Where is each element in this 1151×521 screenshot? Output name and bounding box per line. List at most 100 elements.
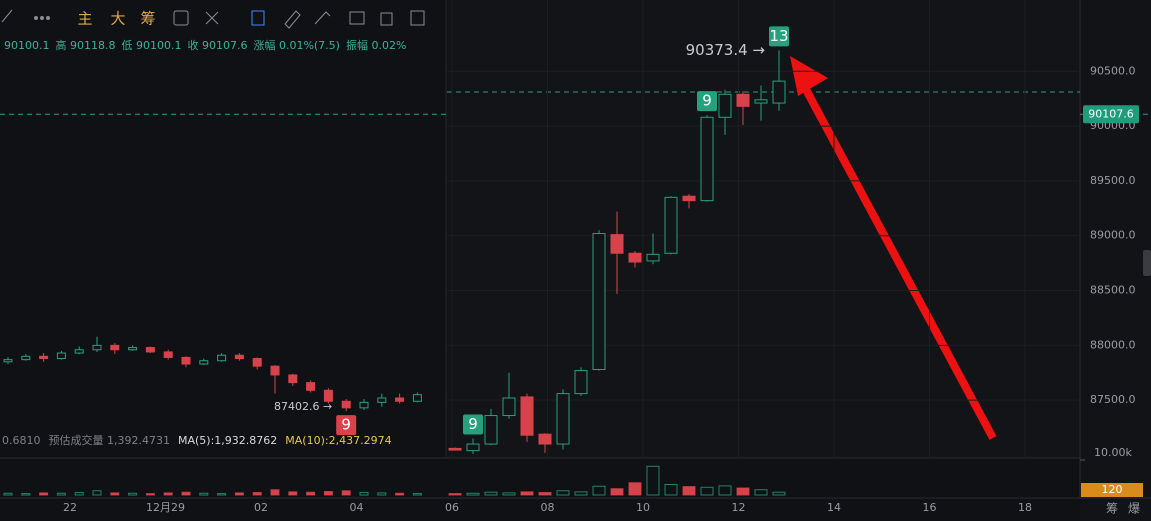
candle-body — [21, 355, 31, 361]
candle-body — [199, 360, 209, 365]
x-tick-label: 22 — [63, 501, 77, 514]
volume-bar — [772, 491, 786, 496]
volume-bar — [610, 488, 624, 496]
icon[interactable] — [1, 9, 13, 23]
current-volume-box — [1081, 483, 1143, 497]
x-tick-label: 14 — [827, 501, 841, 514]
candle-body — [520, 396, 534, 436]
candle-body — [718, 93, 732, 118]
candle-body — [163, 351, 173, 358]
icon[interactable] — [205, 11, 219, 25]
toolbar-button[interactable]: 筹 — [140, 10, 155, 28]
volume-bar — [234, 492, 244, 496]
candle-body — [700, 116, 714, 202]
volume-bar — [3, 492, 13, 496]
td-marker-label: 9 — [468, 415, 478, 433]
volume-bar — [448, 493, 462, 496]
td-marker-label: 13 — [769, 27, 788, 45]
candle-body — [3, 359, 13, 363]
volume-bar — [664, 484, 678, 496]
volume-bar — [163, 492, 173, 496]
volume-bar — [21, 493, 31, 496]
icon[interactable] — [251, 10, 265, 26]
volume-bar — [56, 492, 66, 496]
volume-bar — [395, 492, 405, 496]
candle-body — [288, 374, 298, 384]
candle-body — [466, 443, 480, 452]
toolbar-button[interactable]: 大 — [110, 10, 125, 28]
toolbar-icons — [1, 9, 425, 29]
candle-body — [270, 365, 280, 376]
candle-body — [252, 358, 262, 367]
volume-bar — [466, 492, 480, 496]
candle-body — [592, 233, 606, 370]
icon[interactable] — [284, 10, 301, 29]
right-panel — [447, 0, 1080, 458]
icon[interactable] — [314, 11, 331, 25]
volume-bar — [359, 492, 369, 496]
x-tick-label: 12 — [732, 501, 746, 514]
info-item: 收 90107.6 — [187, 38, 247, 52]
candle-body — [323, 389, 333, 402]
volume-bar — [736, 487, 750, 496]
footer-button[interactable]: 爆 — [1128, 502, 1140, 516]
extreme-label: 90373.4 → — [686, 41, 765, 59]
x-tick-label: 10 — [636, 501, 650, 514]
volume-bar — [110, 492, 120, 496]
current-volume-label: 120 — [1102, 483, 1123, 496]
candle-body — [628, 252, 642, 263]
volume-bar — [646, 465, 660, 496]
icon[interactable] — [173, 10, 189, 26]
candle-body — [341, 400, 351, 409]
volume-bar — [412, 493, 422, 496]
candle-body — [502, 397, 516, 417]
candle-body — [359, 401, 369, 409]
volume-bar — [288, 491, 298, 496]
panel-handle[interactable] — [1143, 250, 1151, 276]
volume-bar — [39, 492, 49, 496]
td-marker — [769, 26, 789, 47]
candle-body — [574, 370, 588, 395]
info-item: 90100.1 — [4, 39, 50, 52]
volume-bar — [128, 492, 138, 496]
volume-bar — [628, 482, 642, 496]
td-marker — [697, 91, 717, 112]
volume-bar — [592, 485, 606, 496]
volume-bar — [556, 490, 570, 496]
candle-body — [736, 93, 750, 107]
candle-body — [556, 393, 570, 445]
info-item: 高 90118.8 — [56, 38, 116, 52]
td-marker — [336, 415, 357, 436]
icon[interactable] — [34, 16, 38, 20]
candle-body — [128, 347, 138, 351]
x-tick-label: 18 — [1018, 501, 1032, 514]
info-bar: 90100.1 高 90118.8 低 90100.1 收 90107.6 涨幅 0.0… — [4, 38, 406, 52]
candle-body — [646, 253, 660, 262]
volume-info-item: 0.6810 — [2, 434, 41, 447]
footer-button[interactable]: 筹 — [1106, 502, 1118, 516]
arrow-head — [790, 56, 828, 96]
y-tick-label: 88000.0 — [1090, 338, 1136, 351]
volume-bar — [270, 489, 280, 496]
candle-body — [664, 196, 678, 254]
icon[interactable] — [380, 12, 393, 26]
td-marker — [463, 414, 483, 435]
volume-bar — [538, 492, 552, 496]
icon[interactable] — [349, 11, 365, 25]
volume-bar — [181, 491, 191, 496]
volume-info-item: 预估成交量 1,392.4731 — [49, 433, 170, 447]
volume-bar — [682, 486, 696, 496]
candle-body — [682, 195, 696, 202]
x-tick-label: 08 — [541, 501, 555, 514]
candle-body — [92, 344, 102, 351]
icon[interactable] — [410, 10, 425, 26]
candle-body — [395, 397, 405, 402]
volume-bar — [700, 486, 714, 496]
toolbar-button[interactable]: 主 — [77, 10, 92, 28]
candle-body — [412, 394, 422, 402]
volume-bar — [74, 492, 84, 496]
volume-bar — [306, 491, 316, 496]
candle-body — [610, 234, 624, 254]
candle-body — [772, 80, 786, 104]
